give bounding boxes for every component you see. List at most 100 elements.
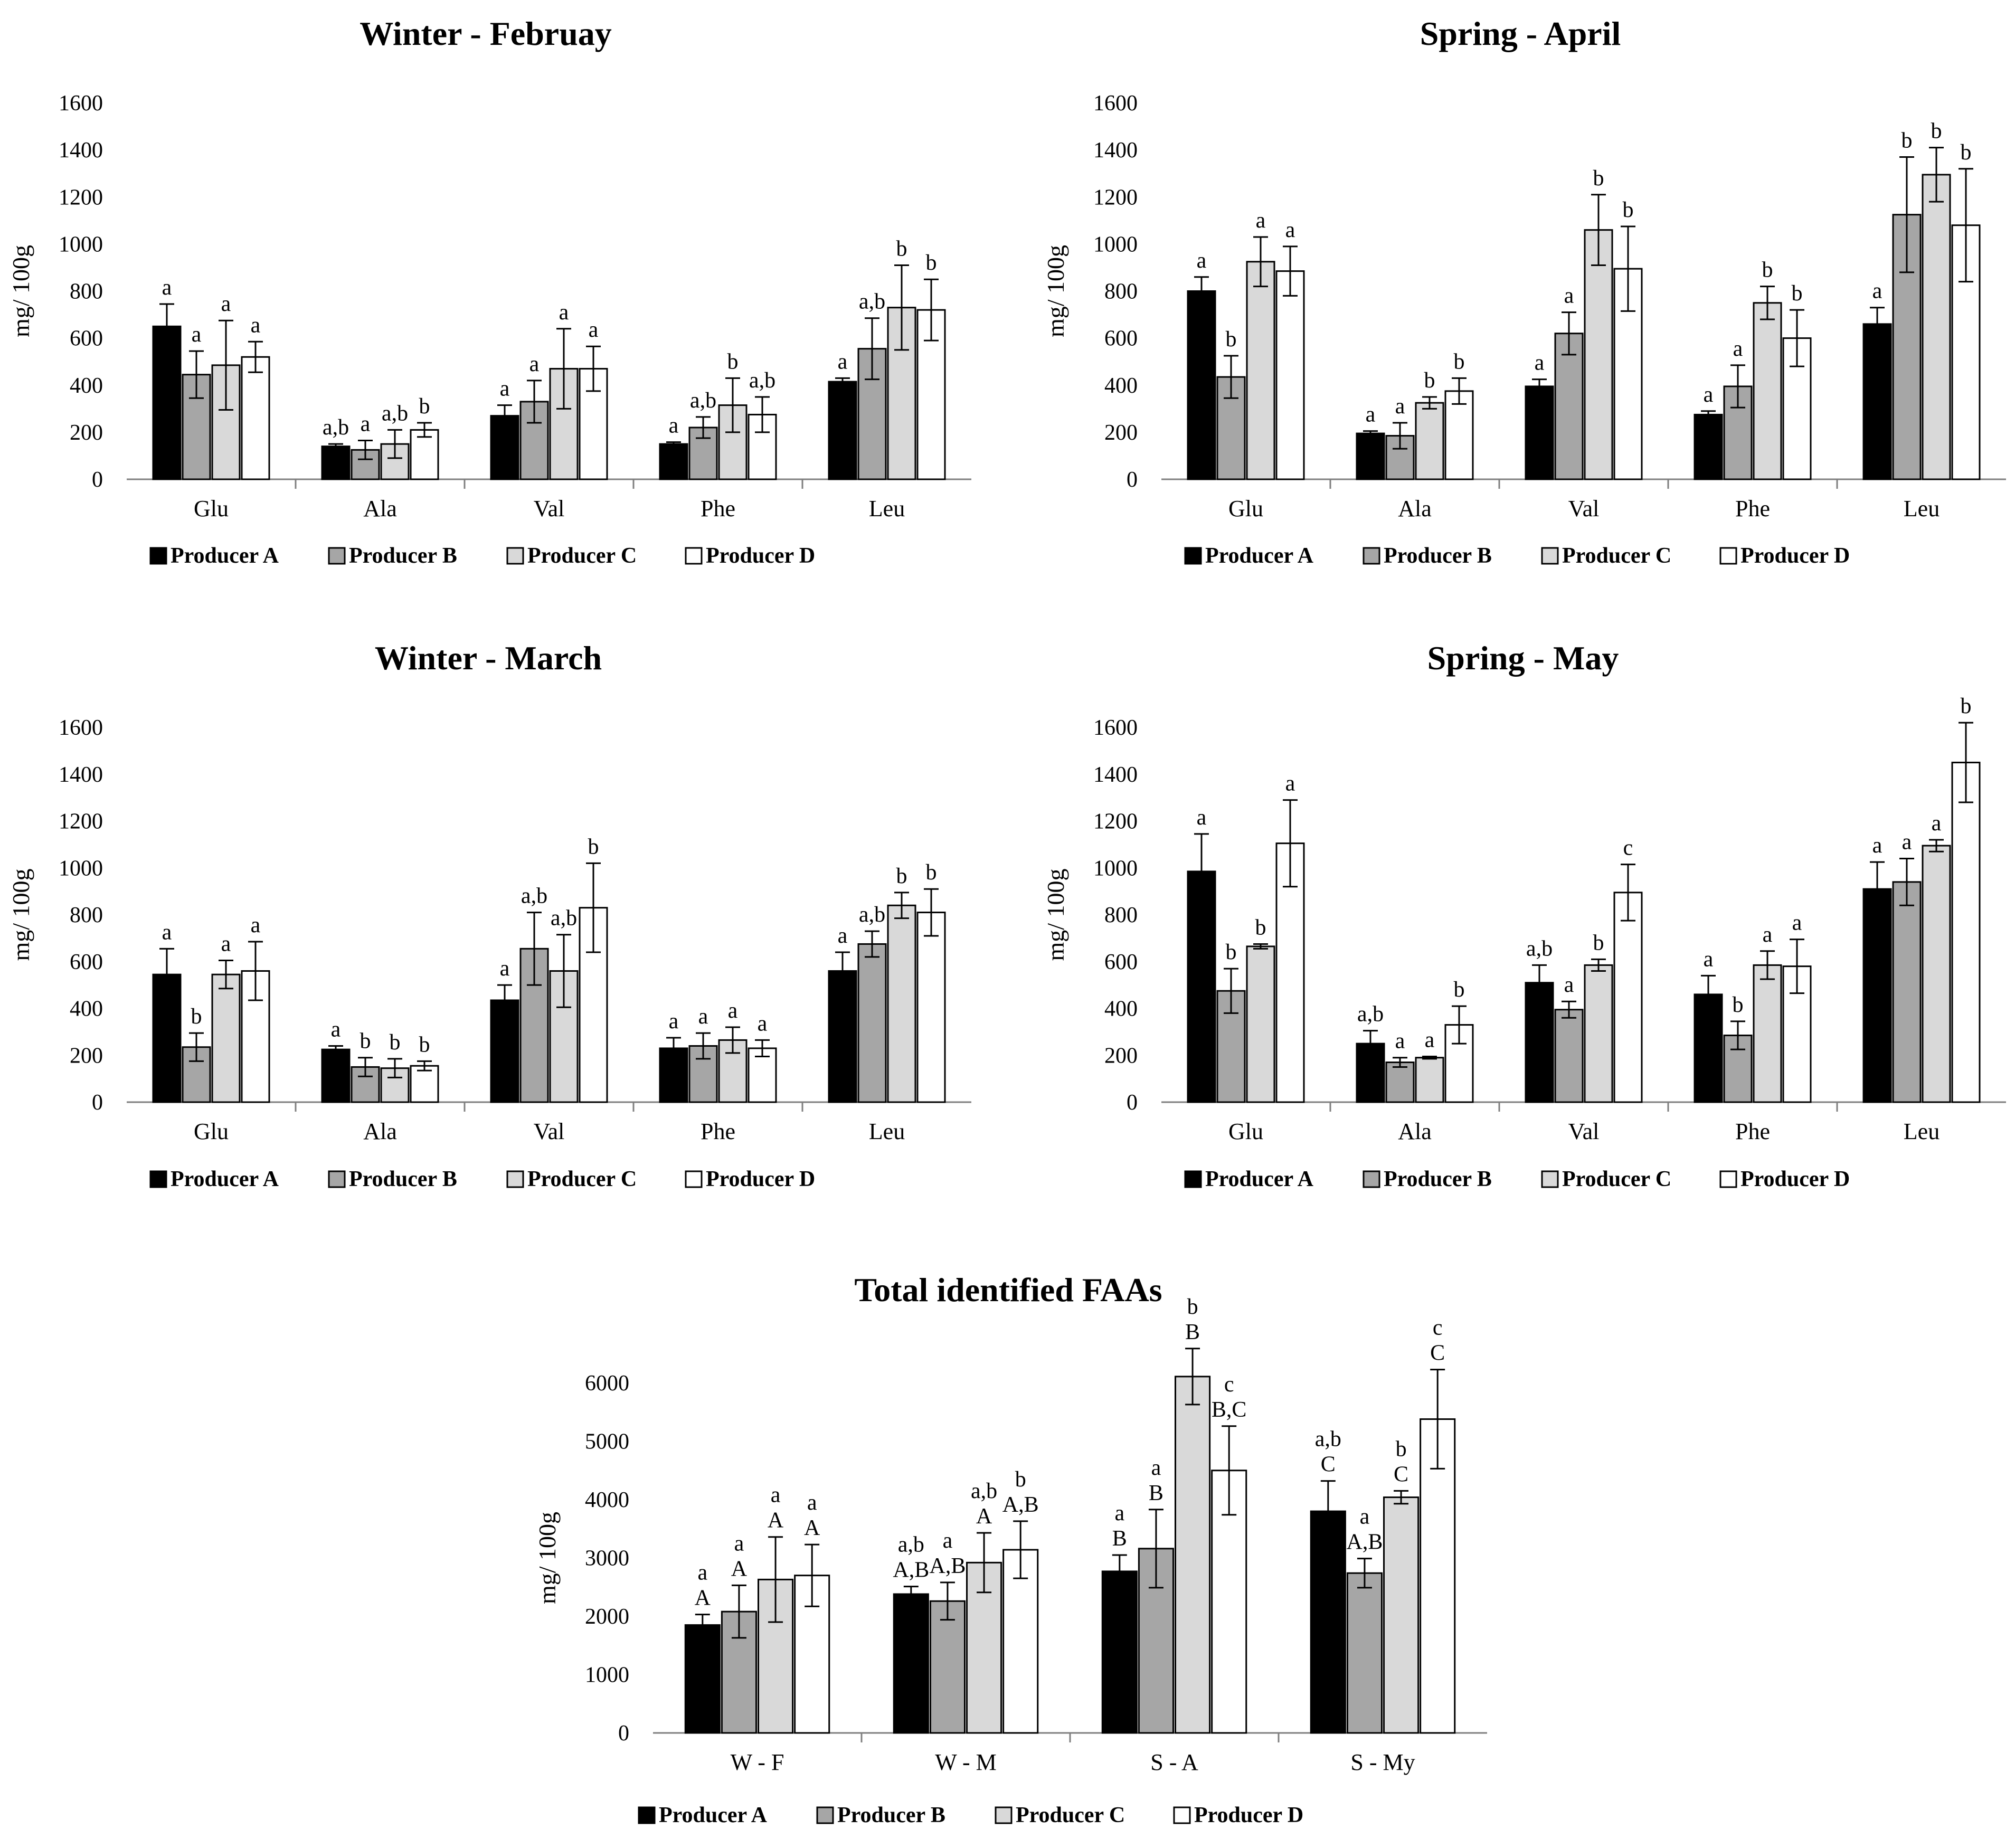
bar [1383, 1496, 1420, 1734]
significance-label: a [1285, 218, 1295, 242]
legend-label: Producer B [349, 1167, 457, 1191]
bar [1346, 1572, 1383, 1734]
significance-label: a [1932, 811, 1942, 836]
significance-label: a [734, 1531, 744, 1556]
category-label: Glu [194, 1119, 229, 1144]
legend-label: Producer B [1384, 544, 1492, 568]
bar [1525, 385, 1554, 480]
significance-label: a [943, 1529, 953, 1553]
chart-panel-4: Spring - May mg/ 100g 0 200 400 600 800 1000 120… [1042, 639, 2006, 1191]
significance-label: a [1114, 1501, 1124, 1525]
bar [1694, 413, 1723, 480]
significance-label: b [1454, 349, 1465, 374]
significance-label: A [768, 1509, 784, 1533]
legend-label: Producer B [837, 1803, 945, 1827]
bar [1951, 762, 1981, 1103]
significance-label: c [1433, 1316, 1443, 1340]
significance-label: C [1394, 1462, 1408, 1486]
significance-label: b [1255, 915, 1266, 940]
significance-label: a [1151, 1456, 1161, 1480]
significance-label: b [1902, 128, 1913, 153]
legend-label: Producer C [1016, 1803, 1125, 1827]
y-tick-label: 6000 [585, 1371, 629, 1396]
legend-swatch [1184, 547, 1202, 565]
y-tick-label: 1400 [59, 138, 103, 163]
significance-label: a [669, 1009, 679, 1034]
significance-label: a,b [971, 1479, 997, 1503]
category-label: Val [534, 496, 565, 522]
bar [659, 443, 688, 480]
legend-swatch [1363, 1170, 1380, 1188]
significance-label: b [1187, 1295, 1198, 1319]
significance-label: a [500, 956, 510, 981]
bar [410, 1065, 439, 1103]
y-tick-label: 2000 [585, 1605, 629, 1629]
bar [1310, 1510, 1346, 1734]
y-tick-label: 400 [1104, 374, 1138, 398]
bar [1246, 261, 1275, 480]
legend-swatch [1541, 1170, 1559, 1188]
chart-title: Total identified FAAs [854, 1271, 1162, 1309]
y-tick-label: 1000 [585, 1663, 629, 1688]
y-tick-label: 600 [1104, 950, 1138, 974]
significance-label: a [1872, 279, 1882, 304]
bar [893, 1593, 929, 1734]
significance-label: C [1430, 1341, 1445, 1366]
bar [857, 943, 887, 1103]
category-label: Ala [363, 1119, 397, 1144]
significance-label: a [162, 276, 172, 300]
bar [490, 999, 519, 1103]
legend-swatch [685, 1170, 703, 1188]
significance-label: a,b [1526, 936, 1553, 961]
legend-label: Producer D [1194, 1803, 1303, 1827]
bar [1892, 881, 1922, 1103]
legend-label: Producer C [527, 1167, 637, 1191]
significance-label: c [1224, 1372, 1234, 1397]
bar [410, 429, 439, 480]
significance-label: a [500, 377, 510, 401]
y-tick-label: 400 [70, 997, 103, 1021]
bar [684, 1624, 721, 1734]
significance-label: a [251, 313, 261, 337]
y-tick-label: 1000 [1093, 232, 1138, 257]
bar [1554, 1009, 1584, 1103]
y-tick-label: 1000 [1093, 856, 1138, 880]
legend-swatch [149, 1170, 167, 1188]
significance-label: a,b [1357, 1002, 1384, 1027]
legend-label: Producer A [659, 1803, 768, 1827]
category-label: Val [1568, 1119, 1600, 1144]
category-label: Phe [1735, 496, 1770, 522]
legend-label: Producer D [1740, 1167, 1850, 1191]
significance-label: a [1360, 1505, 1370, 1529]
bar [1584, 229, 1613, 480]
significance-label: a [221, 292, 231, 316]
legend-swatch [506, 547, 524, 565]
significance-label: b [1424, 368, 1435, 393]
significance-label: a [1564, 284, 1574, 308]
category-label: W - M [935, 1749, 997, 1775]
legend-label: Producer A [1205, 544, 1314, 568]
significance-label: a [251, 913, 261, 937]
y-tick-label: 0 [1127, 468, 1138, 492]
y-tick-label: 0 [92, 468, 103, 492]
chart-title: Spring - April [1420, 15, 1621, 52]
y-tick-label: 1200 [1093, 185, 1138, 210]
significance-label: a,b [1315, 1427, 1341, 1452]
significance-label: a,b [690, 388, 716, 413]
bar [1862, 888, 1892, 1103]
significance-label: b [390, 1030, 401, 1055]
category-label: S - A [1150, 1749, 1198, 1775]
category-label: Val [534, 1119, 565, 1144]
y-tick-label: 200 [70, 421, 103, 445]
bar [1525, 982, 1554, 1103]
bar [1613, 268, 1643, 480]
legend-swatch [506, 1170, 524, 1188]
bar [211, 973, 241, 1103]
significance-label: a [669, 414, 679, 438]
significance-label: b [1623, 198, 1634, 222]
significance-label: a [1285, 772, 1295, 796]
y-tick-label: 1600 [1093, 91, 1138, 116]
chart-panel-1: Winter - Februay mg/ 100g 0 200 400 600 800 100… [7, 15, 971, 568]
y-tick-label: 600 [70, 327, 103, 351]
y-axis-title: mg/ 100g [534, 1512, 561, 1604]
